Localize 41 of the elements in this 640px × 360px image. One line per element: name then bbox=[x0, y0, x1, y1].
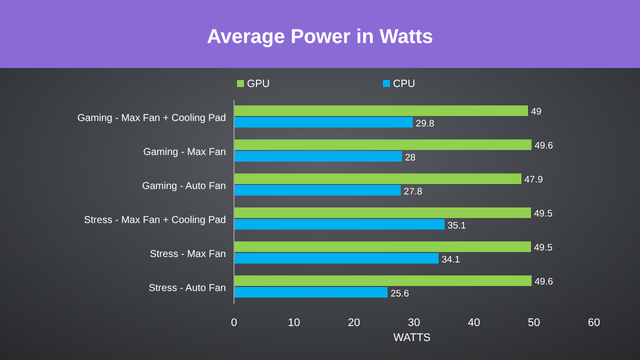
x-tick-label: 50 bbox=[528, 317, 540, 329]
y-tick-label: Stress - Auto Fan bbox=[148, 283, 226, 294]
bar bbox=[234, 219, 445, 230]
bar bbox=[234, 151, 402, 162]
data-label: 49.5 bbox=[534, 208, 552, 220]
chart-title: Average Power in Watts bbox=[206, 26, 434, 48]
data-label: 27.8 bbox=[404, 186, 422, 198]
bar bbox=[234, 207, 531, 218]
bar bbox=[234, 105, 528, 116]
data-label: 29.8 bbox=[416, 118, 434, 130]
y-tick-label: Gaming - Auto Fan bbox=[142, 181, 226, 192]
bar bbox=[234, 241, 531, 252]
bar bbox=[234, 275, 532, 286]
y-tick-label: Gaming - Max Fan bbox=[143, 147, 226, 158]
data-label: 47.9 bbox=[524, 174, 543, 186]
x-tick-label: 20 bbox=[348, 317, 360, 329]
y-tick-label: Stress - Max Fan bbox=[150, 249, 226, 260]
bar bbox=[234, 253, 439, 264]
data-label: 49.6 bbox=[534, 276, 554, 288]
bar bbox=[234, 117, 413, 128]
bar bbox=[234, 139, 532, 150]
data-label: 34.1 bbox=[442, 254, 460, 266]
bar bbox=[234, 287, 388, 298]
x-axis-title: WATTS bbox=[393, 332, 431, 344]
bar bbox=[234, 185, 401, 196]
x-tick-label: 10 bbox=[288, 317, 300, 329]
x-tick-label: 0 bbox=[230, 317, 238, 329]
data-label: 49 bbox=[531, 106, 542, 118]
x-tick-label: 30 bbox=[408, 317, 420, 329]
data-label: 25.6 bbox=[390, 288, 410, 300]
y-tick-label: Gaming - Max Fan + Cooling Pad bbox=[77, 113, 226, 124]
x-tick-label: 40 bbox=[468, 317, 480, 329]
data-label: 35.1 bbox=[448, 220, 466, 232]
legend-label: CPU bbox=[393, 78, 416, 90]
x-tick-label: 60 bbox=[588, 317, 600, 329]
data-label: 49.5 bbox=[534, 242, 552, 254]
data-label: 28 bbox=[405, 152, 416, 164]
data-label: 49.6 bbox=[534, 140, 554, 152]
bar bbox=[234, 173, 522, 184]
y-tick-label: Stress - Max Fan + Cooling Pad bbox=[84, 215, 226, 226]
legend-label: GPU bbox=[247, 78, 270, 90]
